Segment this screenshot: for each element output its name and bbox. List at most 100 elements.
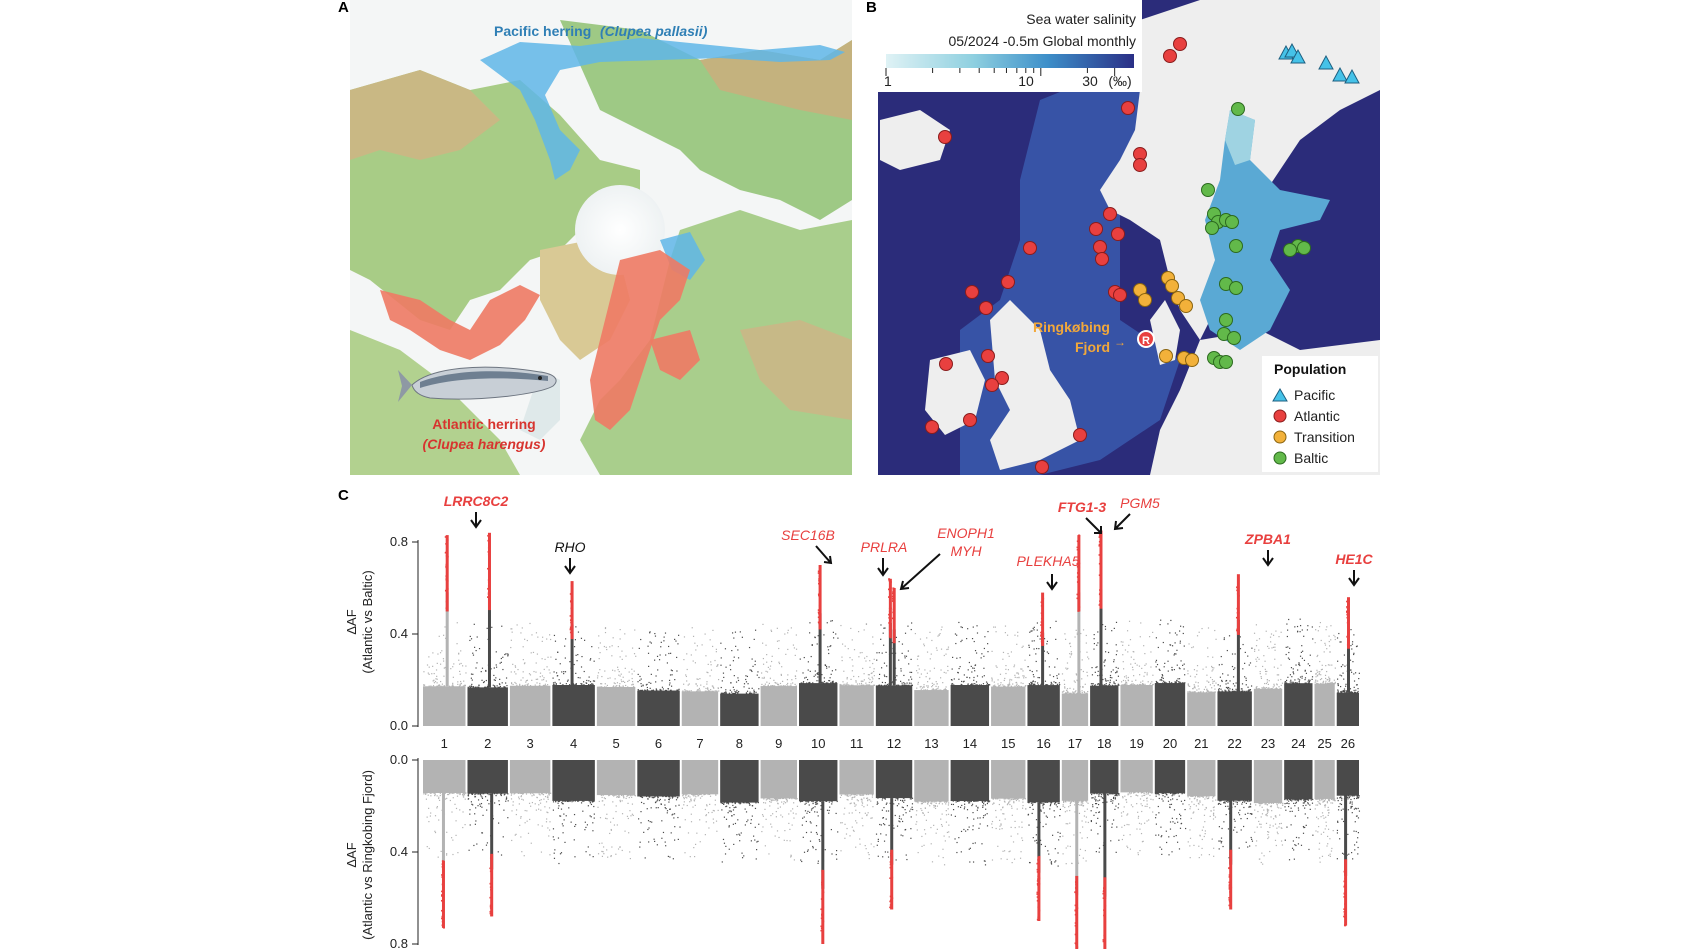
chrom-17-snp bbox=[1080, 800, 1082, 802]
chrom-21-snp bbox=[1194, 685, 1196, 687]
chrom-20-snp bbox=[1178, 848, 1181, 850]
chrom-25-snp bbox=[1334, 636, 1336, 638]
salinity-scale-ticks bbox=[885, 68, 1116, 76]
chrom-16-snp bbox=[1028, 824, 1030, 826]
chrom-13-snp bbox=[944, 688, 946, 690]
chrom-12-snp bbox=[906, 682, 908, 684]
chrom-15-snp bbox=[1015, 681, 1018, 684]
chrom-9-snp bbox=[783, 839, 785, 841]
chrom-20-snp bbox=[1155, 666, 1157, 668]
chrom-11-snp bbox=[873, 668, 875, 670]
chrom-15-snp bbox=[1014, 676, 1016, 678]
chrom-11-snp bbox=[864, 657, 866, 659]
chrom-19-snp bbox=[1149, 684, 1151, 686]
chrom-8-snp bbox=[755, 691, 757, 693]
chrom-1-snp bbox=[426, 792, 428, 794]
chrom-5-snp bbox=[601, 850, 603, 853]
chrom-13-snp bbox=[935, 647, 938, 649]
chrom-7-snp bbox=[690, 799, 692, 801]
chrom-21-snp bbox=[1194, 796, 1197, 798]
chrom-9-snp bbox=[763, 677, 765, 679]
chrom-2-snp bbox=[474, 823, 476, 825]
chrom-17-peak-outliers bbox=[1076, 534, 1081, 612]
chrom-8-snp bbox=[730, 811, 732, 813]
chrom-4-snp bbox=[591, 683, 593, 685]
chrom-11-snp bbox=[872, 636, 874, 638]
chrom-21-snp bbox=[1187, 841, 1189, 843]
chrom-26-snp bbox=[1356, 692, 1358, 694]
chrom-11-snp bbox=[840, 850, 842, 852]
chrom-1-snp bbox=[430, 812, 432, 814]
chrom-20-snp bbox=[1184, 827, 1187, 830]
chrom-9-snp bbox=[782, 797, 785, 800]
chrom-1-snp bbox=[456, 792, 458, 794]
chrom-5-snp bbox=[598, 657, 600, 660]
chrom-4-snp bbox=[554, 640, 557, 642]
chrom-3-snp bbox=[510, 683, 513, 685]
chrom-21-snp bbox=[1211, 670, 1213, 672]
chrom-3-snp bbox=[543, 668, 545, 671]
chrom-17-snp bbox=[1066, 668, 1068, 670]
chrom-7-snp bbox=[693, 794, 695, 796]
transition-site bbox=[1179, 299, 1193, 313]
chrom-3-snp bbox=[524, 684, 526, 686]
chrom-25-snp bbox=[1324, 644, 1327, 646]
chrom-17-snp bbox=[1076, 692, 1078, 695]
chrom-17-snp bbox=[1077, 801, 1080, 803]
chrom-21-snp bbox=[1206, 690, 1209, 692]
chrom-12-snp bbox=[910, 828, 912, 830]
chrom-11-base-band bbox=[839, 685, 874, 726]
chrom-5-snp bbox=[617, 646, 619, 648]
chrom-7-snp bbox=[716, 665, 718, 667]
top-y-axis: 0.8 0.4 0.0 bbox=[390, 534, 419, 733]
chrom-8-snp bbox=[735, 691, 737, 694]
chrom-15-snp bbox=[1013, 664, 1016, 666]
chrom-12-snp bbox=[877, 855, 879, 857]
chrom-11-snp bbox=[844, 645, 846, 647]
chrom-11-snp bbox=[857, 676, 860, 678]
chrom-3-snp bbox=[546, 638, 548, 640]
chrom-12-snp bbox=[906, 858, 908, 861]
chrom-9-snp bbox=[765, 799, 767, 801]
chrom-2-snp bbox=[472, 654, 475, 656]
chrom-13-snp bbox=[920, 808, 922, 810]
chrom-14-snp bbox=[975, 652, 978, 654]
chrom-8-snp bbox=[754, 807, 757, 810]
chrom-25-snp bbox=[1320, 639, 1322, 642]
chrom-12-snp bbox=[878, 652, 880, 654]
chrom-7-snp bbox=[714, 690, 716, 692]
chrom-20-snp bbox=[1157, 646, 1159, 649]
chrom-11-snp bbox=[868, 857, 870, 860]
chrom-17-snp bbox=[1074, 811, 1076, 813]
chrom-10-snp bbox=[817, 635, 819, 637]
chrom-11-snp bbox=[840, 822, 842, 824]
chrom-13-snp bbox=[942, 682, 944, 684]
chrom-8-snp bbox=[758, 823, 760, 825]
chrom-15-snp bbox=[1013, 801, 1015, 803]
chrom-13-snp bbox=[943, 864, 946, 866]
chrom-9-snp bbox=[781, 801, 783, 803]
chrom-3-snp bbox=[520, 817, 522, 819]
chrom-21-snp bbox=[1212, 669, 1214, 671]
chrom-21-snp bbox=[1198, 803, 1200, 805]
chrom-22-snp bbox=[1221, 690, 1223, 692]
chrom-20-snp bbox=[1155, 659, 1158, 661]
chrom-17-snp bbox=[1075, 629, 1077, 631]
chrom-8-snp bbox=[726, 805, 728, 807]
chrom-3-base-band bbox=[509, 685, 551, 726]
chrom-23-snp bbox=[1258, 638, 1261, 640]
chrom-1-snp bbox=[464, 824, 466, 826]
chrom-22-snp bbox=[1226, 800, 1229, 802]
chrom-4-snp bbox=[576, 660, 578, 662]
chrom-13-snp bbox=[937, 635, 939, 637]
chrom-1-snp bbox=[453, 663, 455, 665]
chrom-16-snp bbox=[1036, 670, 1038, 672]
chrom-3-snp bbox=[531, 795, 533, 797]
chrom-12-snp bbox=[911, 684, 913, 686]
chrom-21-snp bbox=[1213, 814, 1215, 817]
chrom-4-snp bbox=[573, 813, 576, 816]
chrom-2-snp bbox=[482, 849, 484, 851]
chrom-17-snp bbox=[1070, 801, 1072, 803]
chrom-9-snp bbox=[776, 682, 778, 684]
chrom-18-snp bbox=[1090, 820, 1092, 823]
